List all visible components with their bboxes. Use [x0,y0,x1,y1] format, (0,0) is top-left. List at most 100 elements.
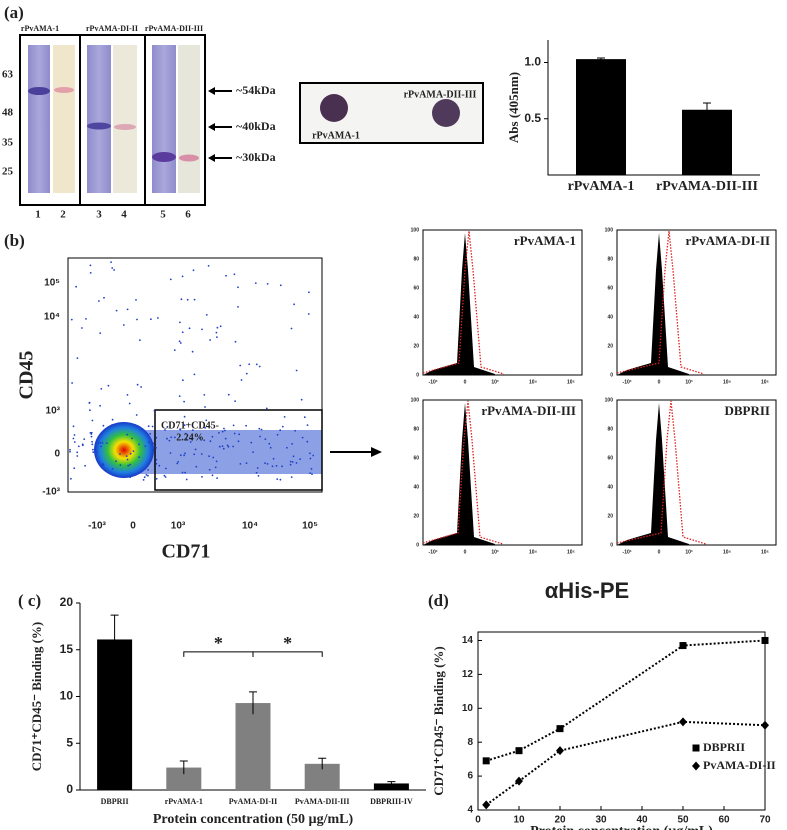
error-bar [387,781,396,786]
event-dot [92,448,94,451]
event-dot [184,432,187,435]
event-dot [129,452,132,455]
histogram-control [422,230,505,375]
panel-label: (b) [4,231,25,250]
event-dot [279,429,282,432]
error-bar [318,757,327,770]
event-dot [168,439,171,442]
event-dot [292,455,295,458]
event-dot [76,451,79,454]
event-dot [69,450,71,453]
event-dot [205,314,208,316]
event-dot [100,464,103,466]
histogram-title: rPvAMA-DII-III [481,403,576,418]
histogram-title: rPvAMA-DI-II [686,233,770,248]
histogram-control [422,400,504,545]
event-dot [70,477,72,480]
event-dot [89,409,91,412]
event-dot [127,464,130,467]
gel-header: rPvAMA-1 [21,24,59,33]
histogram-sample [423,403,495,545]
event-dot [176,462,179,465]
y-tick-label: 10 [60,689,74,703]
x-tick-label: 10 [513,815,525,826]
size-label: ~54kDa [236,83,276,97]
event-dot [189,441,192,443]
event-dot [81,443,84,446]
event-dot [181,275,184,278]
event-dot [259,435,261,438]
x-tick-label: 30 [595,815,607,826]
y-tick-label: 8 [467,737,473,748]
event-dot [195,465,198,468]
event-dot [266,463,269,465]
histogram-y-tick-label: 40 [413,314,419,320]
event-dot [178,340,181,343]
flow-x-tick-label: 0 [130,521,136,532]
event-dot [237,306,239,308]
histogram-frame [616,229,777,376]
histogram-y-tick-label: 20 [607,513,613,519]
event-dot [203,439,206,442]
significance-label: * [214,633,223,653]
event-dot [218,432,220,434]
event-dot [216,477,219,479]
bar [97,639,133,790]
flow-y-label: CD45 [16,351,38,400]
y-tick-label: 1.0 [524,55,541,69]
histogram-y-tick-label: 40 [607,484,613,490]
event-dot [111,267,114,269]
event-dot [234,400,237,402]
event-dot [260,428,263,431]
event-dot [240,379,243,381]
event-dot [138,456,141,459]
x-tick-label: 0 [475,815,481,826]
event-dot [91,440,93,443]
event-dot [211,435,214,438]
event-dot [290,476,293,478]
event-dot [237,440,240,443]
y-tick-label: 0.5 [524,111,541,125]
gel [19,34,232,206]
event-dot [192,269,195,272]
marker [679,642,687,650]
flow-y-tick-label: 0 [54,449,60,460]
legend-marker [692,744,700,752]
lane-label: 4 [121,209,127,221]
event-dot [92,451,95,454]
marker [556,725,564,733]
event-dot [193,453,196,456]
event-dot [295,462,298,464]
marker [761,636,769,644]
event-dot [191,429,194,431]
event-dot [205,419,208,422]
event-dot [184,452,186,455]
event-dot [271,465,274,468]
histogram-x-tick-label: 10³ [491,549,499,555]
event-dot [119,453,121,455]
event-dot [129,476,132,479]
event-dot [237,286,239,289]
event-dot [281,425,284,428]
event-dot [184,471,187,474]
event-dot [179,342,182,344]
histogram-y-tick-label: 80 [413,256,419,262]
event-dot [299,458,301,460]
histogram-y-tick-label: 60 [607,285,613,291]
marker [679,717,687,727]
event-dot [180,298,183,301]
y-tick-label: 15 [60,642,74,656]
event-dot [100,445,102,448]
event-dot [227,445,230,448]
event-dot [218,445,221,448]
gate-label: 2.24% [176,432,204,443]
event-dot [201,476,203,478]
histogram-x-tick-label: 10⁵ [567,379,576,385]
marker [556,746,564,756]
event-dot [291,443,293,445]
trend-line [485,720,766,806]
flow-x-tick-label: 10³ [171,521,186,532]
event-dot [286,446,288,449]
event-dot [97,442,100,444]
histogram-x-tick-label: 0 [658,549,661,555]
